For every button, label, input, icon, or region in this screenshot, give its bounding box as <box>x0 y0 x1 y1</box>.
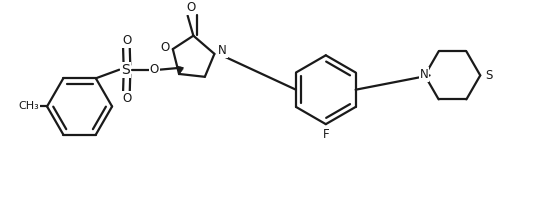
Text: O: O <box>160 41 170 54</box>
Text: N: N <box>218 44 227 57</box>
Text: CH₃: CH₃ <box>18 101 39 111</box>
Text: S: S <box>485 69 493 82</box>
Text: S: S <box>121 63 130 77</box>
Text: N: N <box>419 68 428 81</box>
Text: O: O <box>150 63 159 76</box>
Text: O: O <box>123 34 132 47</box>
Text: O: O <box>186 1 195 14</box>
Text: O: O <box>123 92 132 105</box>
Text: F: F <box>322 128 329 141</box>
